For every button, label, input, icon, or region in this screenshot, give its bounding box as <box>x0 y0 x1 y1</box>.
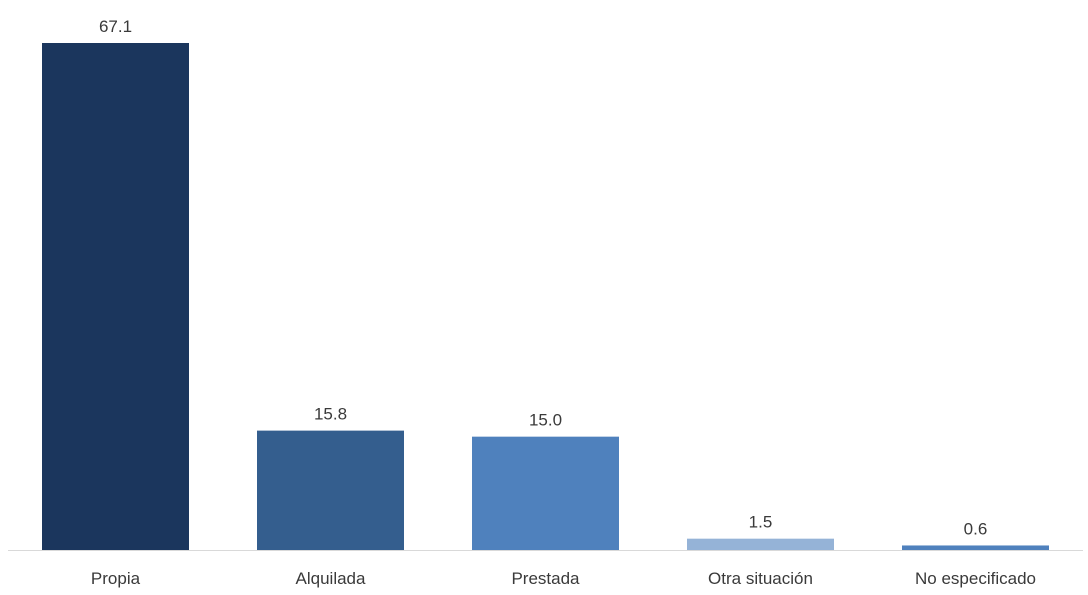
bar-4 <box>902 545 1049 550</box>
data-label-4: 0.6 <box>964 519 988 538</box>
bars-layer <box>42 43 1049 550</box>
bar-0 <box>42 43 189 550</box>
bar-2 <box>472 436 619 550</box>
x-tick-label-4: No especificado <box>915 569 1036 588</box>
x-axis-tick-labels: Propia Alquilada Prestada Otra situación No … <box>91 569 1036 588</box>
bar-3 <box>687 538 834 550</box>
data-label-2: 15.0 <box>529 411 562 430</box>
x-tick-label-3: Otra situación <box>708 569 813 588</box>
x-tick-label-0: Propia <box>91 569 141 588</box>
data-label-1: 15.8 <box>314 405 347 424</box>
x-tick-label-2: Prestada <box>511 569 580 588</box>
data-label-0: 67.1 <box>99 17 132 36</box>
x-tick-label-1: Alquilada <box>296 569 366 588</box>
value-labels-layer: 67.1 15.8 15.0 1.5 0.6 <box>99 17 987 538</box>
bar-1 <box>257 430 404 550</box>
data-label-3: 1.5 <box>749 513 773 532</box>
